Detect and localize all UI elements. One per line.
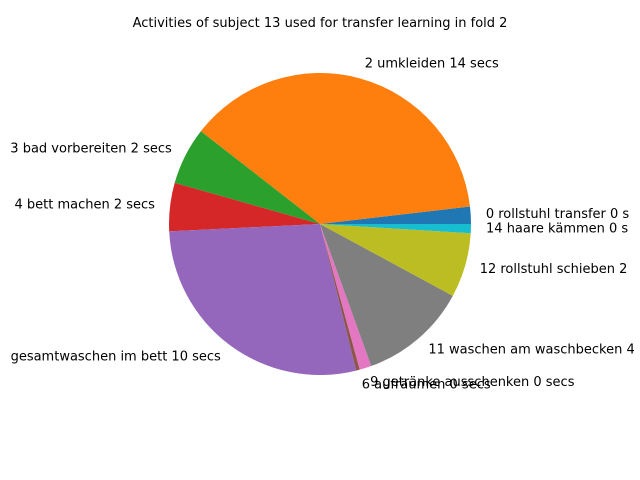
chart-title: Activities of subject 13 used for transf… (133, 16, 508, 31)
pie-labels: 0 rollstuhl transfer 0 s 2 umkleiden 14 s… (10, 57, 634, 393)
pie-label-gesamtwaschen-im-bett-10-secs: gesamtwaschen im bett 10 secs (11, 350, 221, 365)
pie-slice-6-aufr-umen-0-secs (320, 224, 360, 371)
pie-label-14-haare-k-mmen-0-s: 14 haare kämmen 0 s (486, 222, 628, 237)
pie-label-4-bett-machen-2-secs: 4 bett machen 2 secs (14, 198, 155, 213)
pie-label-6-aufr-umen-0-secs: 6 aufräumen 0 secs (362, 377, 491, 392)
pie-slice-11-waschen-am-waschbecken-4 (320, 224, 453, 367)
pie-label-9-getr-nke-ausschenken-0-secs: 9 getränke ausschenken 0 secs (370, 375, 575, 390)
pie-slice-3-bad-vorbereiten-2-secs (174, 131, 320, 224)
pie-label-3-bad-vorbereiten-2-secs: 3 bad vorbereiten 2 secs (10, 142, 172, 157)
pie-slice-12-rollstuhl-schieben-2 (320, 224, 471, 296)
pie-slices (168, 72, 471, 375)
pie-slice-2-umkleiden-14-secs (200, 72, 470, 224)
pie-label-11-waschen-am-waschbecken-4: 11 waschen am waschbecken 4 (428, 342, 634, 357)
pie-slice-14-haare-k-mmen-0-s (320, 224, 471, 234)
pie-label-2-umkleiden-14-secs: 2 umkleiden 14 secs (365, 57, 499, 72)
pie-slice-9-getr-nke-ausschenken-0-secs (320, 224, 372, 370)
pie-slice-gesamtwaschen-im-bett-10-secs (169, 224, 357, 375)
pie-slice-4-bett-machen-2-secs (168, 182, 320, 232)
pie-label-0-rollstuhl-transfer-0-s: 0 rollstuhl transfer 0 s (486, 207, 630, 222)
pie-slice-0-rollstuhl-transfer-0-s (320, 206, 471, 224)
pie-label-12-rollstuhl-schieben-2: 12 rollstuhl schieben 2 (480, 262, 628, 277)
